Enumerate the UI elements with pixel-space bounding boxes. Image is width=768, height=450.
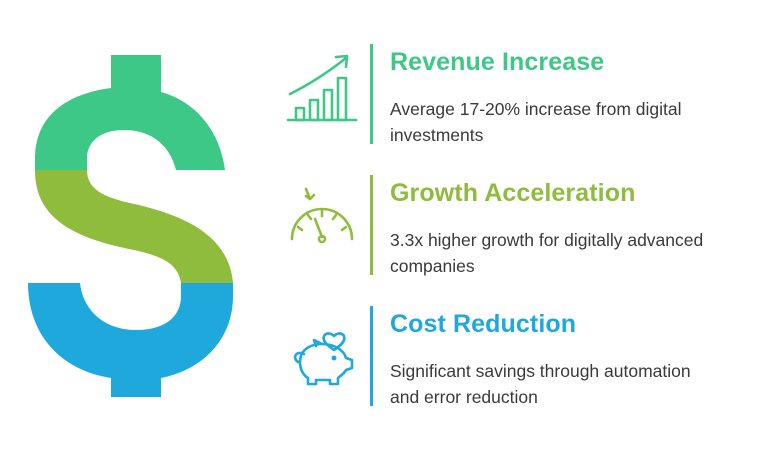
- benefit-revenue-increase: Revenue Increase Average 17-20% increase…: [282, 44, 752, 154]
- accent-bar: [370, 175, 373, 275]
- accent-bar: [370, 44, 373, 144]
- accent-bar: [370, 306, 373, 406]
- benefit-description: Significant savings through automation a…: [390, 361, 691, 407]
- benefit-title: Growth Acceleration: [390, 179, 636, 207]
- dollar-top-segment: [35, 55, 225, 170]
- dollar-sign-icon: [28, 55, 233, 397]
- piggy-bank-heart-icon: [293, 332, 354, 386]
- benefit-description: 3.3x higher growth for digitally advance…: [390, 230, 704, 276]
- benefit-title: Revenue Increase: [390, 48, 605, 76]
- benefit-growth-acceleration: Growth Acceleration 3.3x higher growth f…: [282, 175, 752, 285]
- benefit-title: Cost Reduction: [390, 310, 577, 338]
- growth-chart-icon: [286, 54, 358, 122]
- dollar-bottom-segment: [28, 283, 233, 397]
- benefit-cost-reduction: Cost Reduction Significant savings throu…: [282, 306, 752, 416]
- speedometer-icon: [290, 187, 354, 244]
- dollar-middle-segment: [35, 170, 233, 283]
- benefit-description: Average 17-20% increase from digital inv…: [390, 99, 682, 145]
